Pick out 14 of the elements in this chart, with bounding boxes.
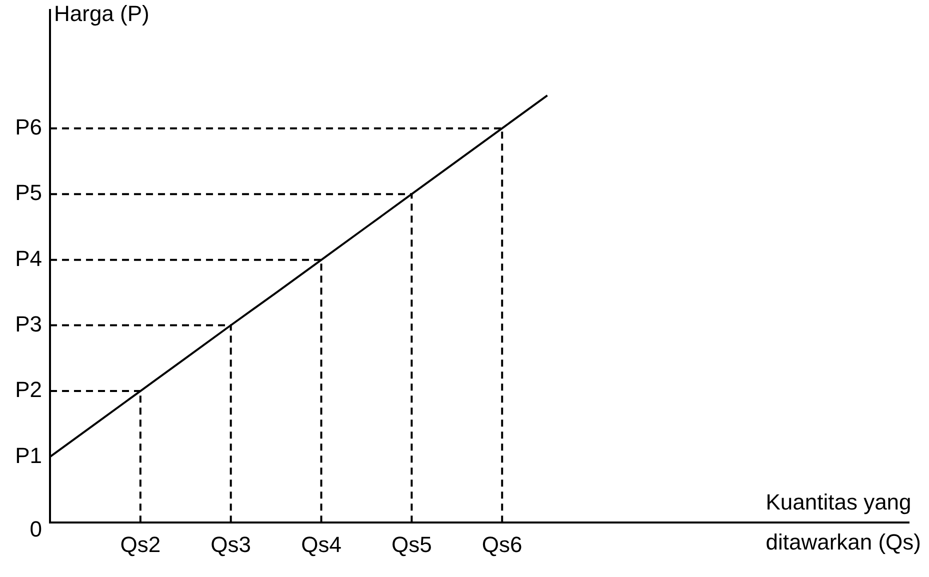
- text: 0: [30, 516, 42, 542]
- x-tick-label: Qs3: [210, 532, 252, 557]
- x-tick-label: Qs2: [120, 532, 161, 557]
- series-label: P1: [15, 442, 42, 468]
- x-tick-label: Qs4: [301, 532, 342, 557]
- series-label: P2: [15, 377, 42, 402]
- x-tick-label: Qs6: [482, 532, 522, 557]
- series-label: P6: [15, 114, 42, 140]
- x-axis-title: Kuantitas yang ditawarkan (Qs): [766, 490, 922, 555]
- y-axis-title: Harga (P): [54, 1, 150, 26]
- series-label: P4: [15, 246, 42, 271]
- series-label: P3: [15, 311, 42, 336]
- x-tick-label: Qs5: [392, 532, 432, 557]
- series-label: P5: [15, 180, 42, 206]
